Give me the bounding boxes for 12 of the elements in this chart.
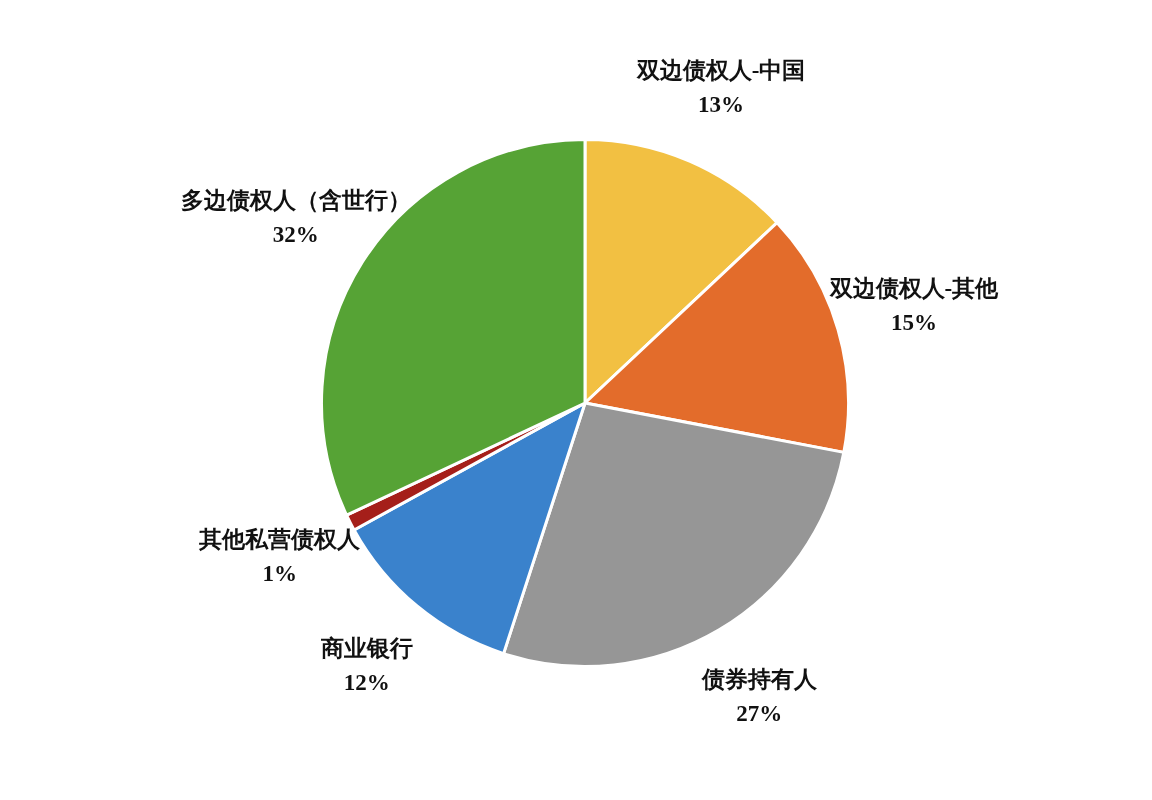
slice-label: 多边债权人（含世行） [180, 188, 411, 214]
slice-label: 双边债权人-其他 [828, 276, 1000, 302]
data-label: 13% [698, 91, 745, 117]
slice-label: 双边债权人-中国 [635, 57, 806, 83]
data-label: 27% [736, 700, 783, 726]
data-label: 12% [343, 669, 390, 695]
data-label: 15% [890, 310, 937, 336]
slice-label: 债券持有人 [700, 666, 818, 692]
data-label: 1% [262, 561, 298, 587]
data-label: 32% [272, 222, 319, 248]
slice-label: 其他私营债权人 [198, 527, 362, 553]
slice-label: 商业银行 [319, 634, 413, 661]
